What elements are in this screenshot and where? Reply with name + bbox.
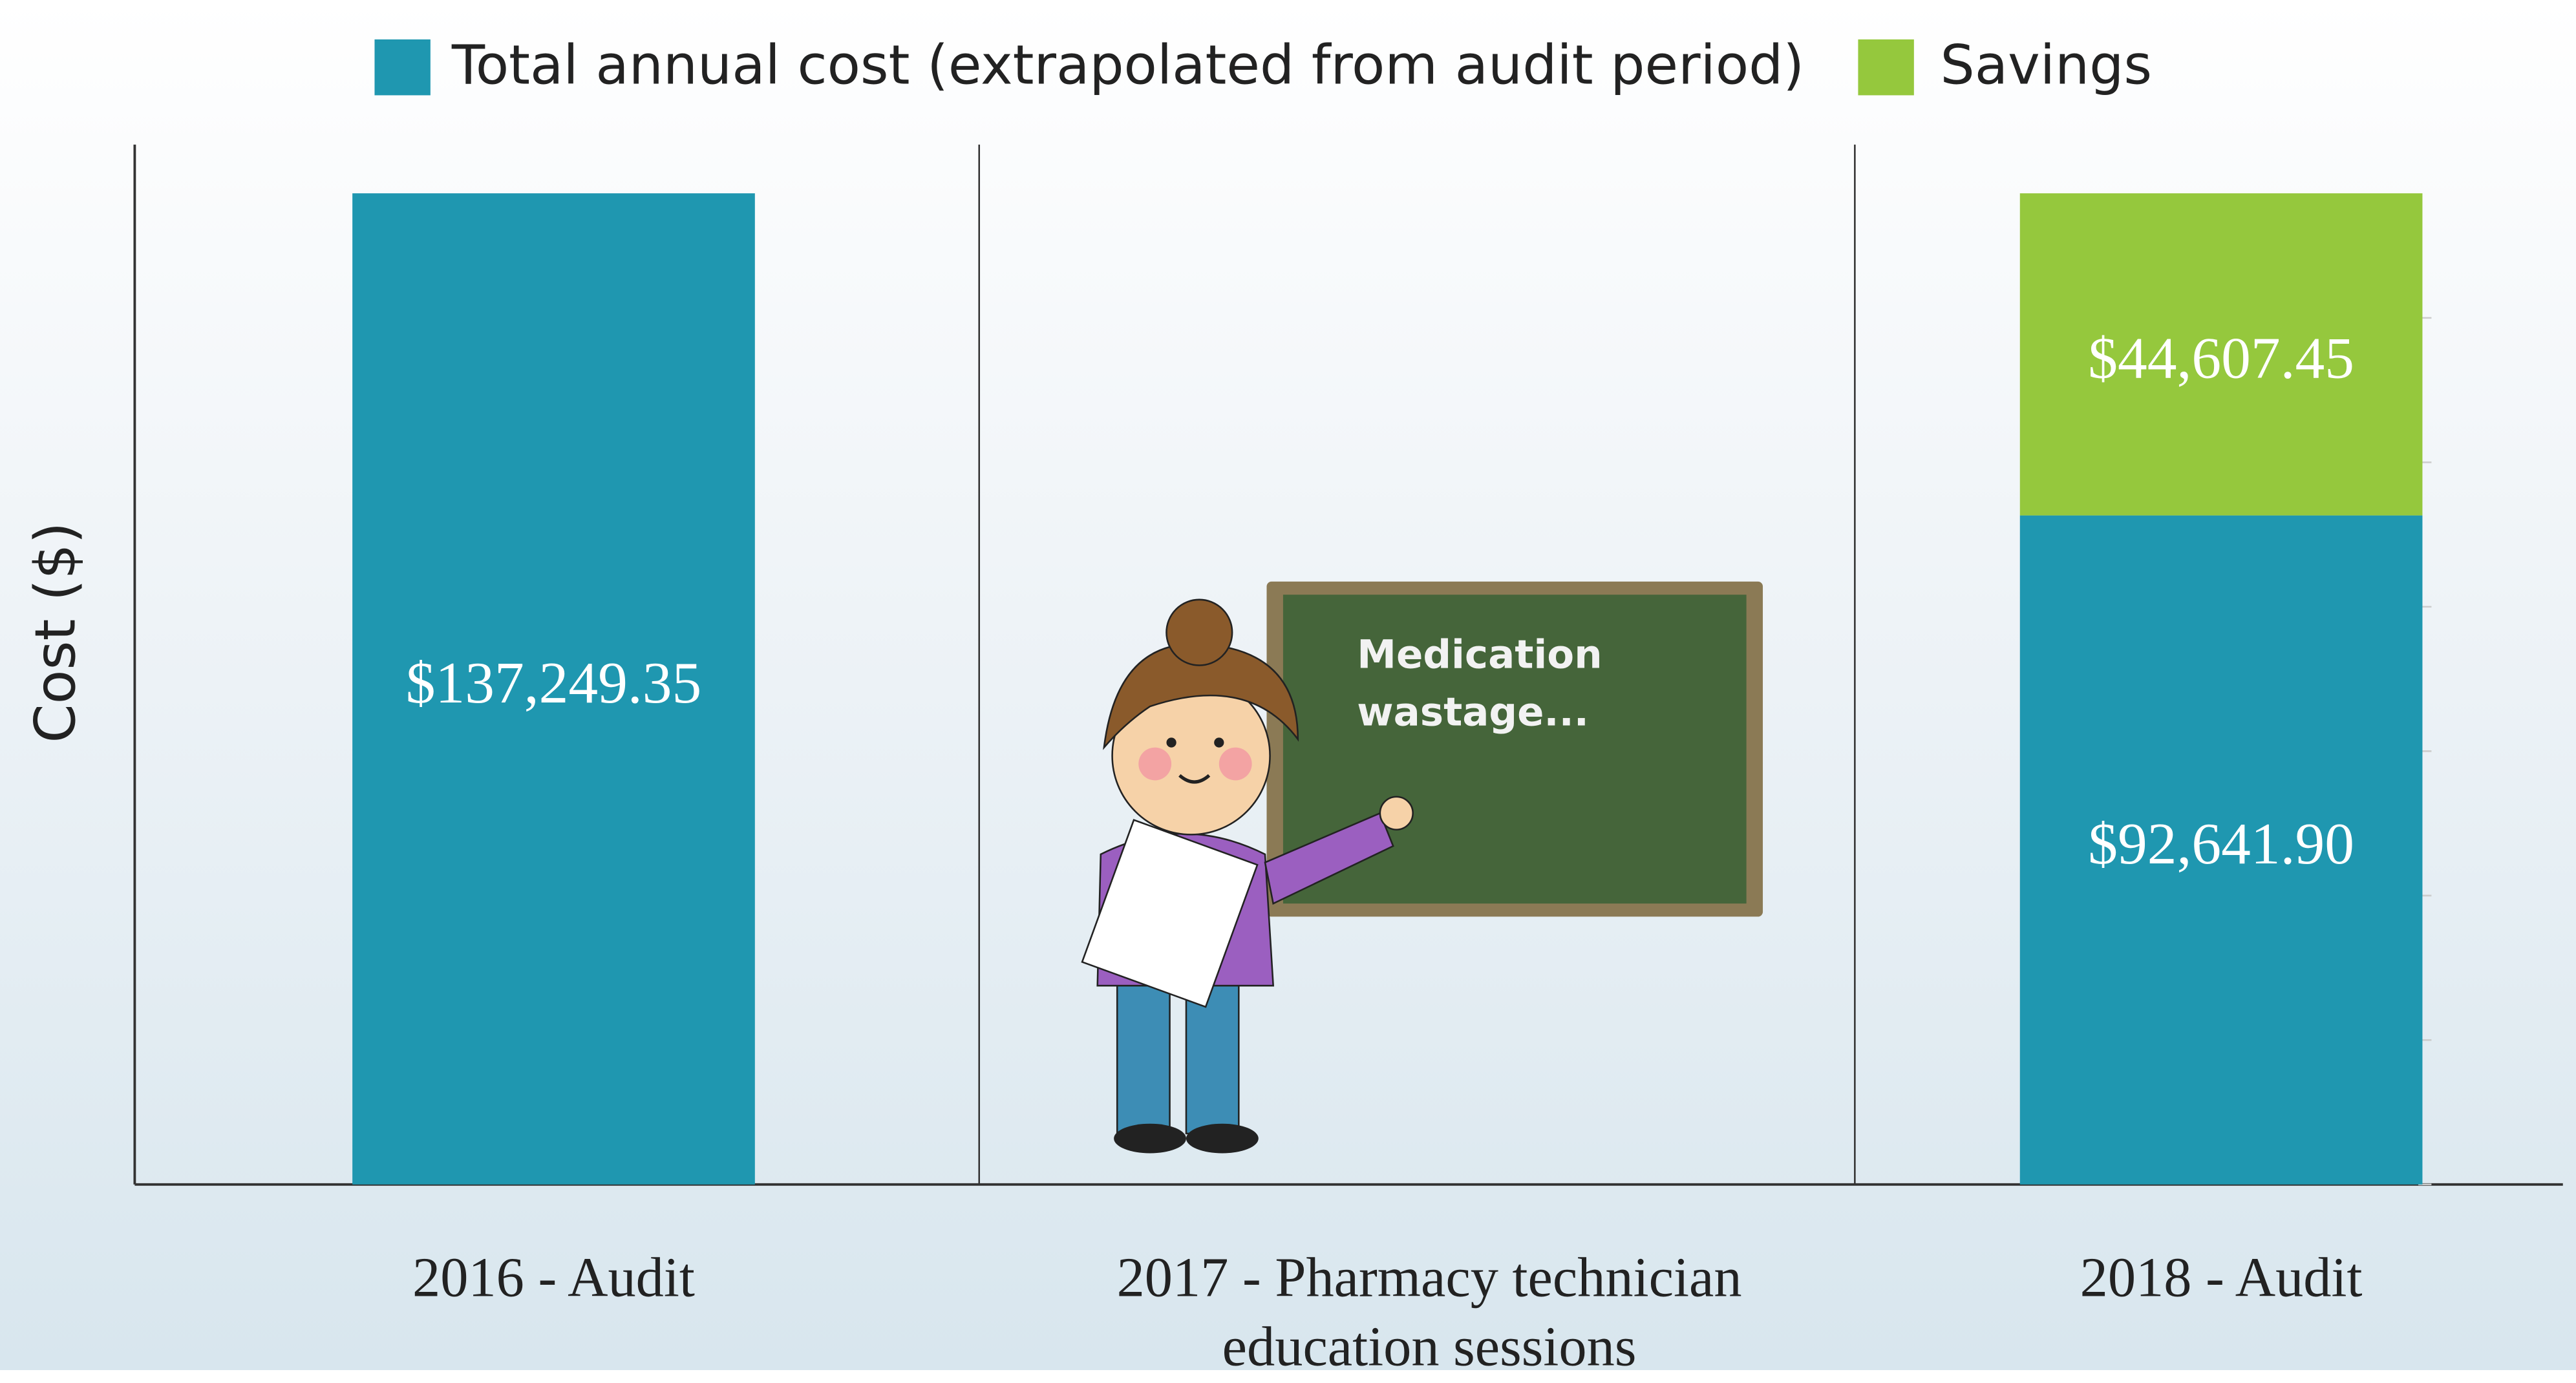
x-tick-label: 2016 - Audit <box>176 1245 931 1314</box>
legend-label: Total annual cost (extrapolated from aud… <box>451 34 1804 97</box>
page: Medication wastage... Cost ($) Total ann… <box>0 0 2576 1370</box>
legend-swatch <box>1858 39 1913 95</box>
board-text: wastage... <box>1357 689 1589 735</box>
y-axis-title: Cost ($) <box>23 522 88 743</box>
value-label: $137,249.35 <box>406 649 701 715</box>
legend-swatch <box>374 39 430 95</box>
value-label: $92,641.90 <box>2088 810 2354 876</box>
x-tick-label: 2018 - Audit <box>1844 1245 2576 1314</box>
teacher-illustration: Medication wastage... <box>1082 582 1763 1154</box>
chart: Medication wastage... Cost ($) Total ann… <box>0 0 2576 1370</box>
x-tick-label: 2017 - Pharmacy technician education ses… <box>1068 1245 1791 1383</box>
board-text: Medication <box>1357 631 1602 677</box>
value-label: $44,607.45 <box>2088 325 2354 391</box>
legend-label: Savings <box>1941 34 2153 97</box>
